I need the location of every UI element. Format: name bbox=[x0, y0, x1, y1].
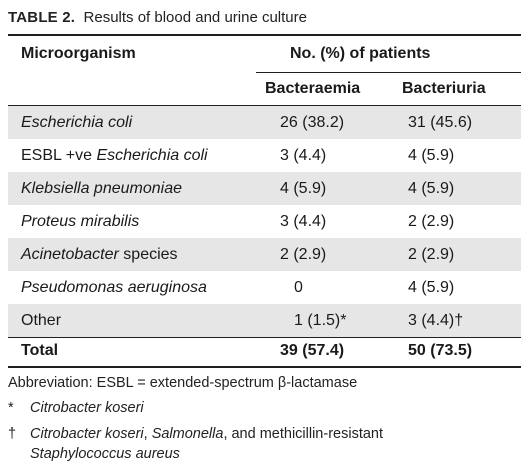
header-rule bbox=[8, 105, 521, 106]
group-rule bbox=[256, 72, 521, 73]
table-row-bacteriuria: 31 (45.6) bbox=[408, 114, 473, 131]
table-row-bacteriuria: 4 (5.9) bbox=[408, 279, 455, 296]
table-row-organism: Pseudomonas aeruginosa bbox=[21, 279, 207, 296]
table-row-bacteraemia: 4 (5.9) bbox=[280, 180, 327, 197]
table-row-organism: Proteus mirabilis bbox=[21, 213, 140, 230]
table-row-bacteraemia: 26 (38.2) bbox=[280, 114, 345, 131]
table-row-organism: Klebsiella pneumoniae bbox=[21, 180, 182, 197]
table-title: Results of blood and urine culture bbox=[83, 9, 307, 26]
table-row-bacteraemia: 0 bbox=[294, 279, 303, 296]
top-rule bbox=[8, 34, 521, 36]
row-shade-7 bbox=[8, 304, 521, 337]
dagger-symbol: † bbox=[8, 426, 17, 442]
total-bacteriuria: 50 (73.5) bbox=[408, 342, 473, 359]
table-row-bacteriuria: 3 (4.4)† bbox=[408, 312, 464, 329]
table-row-organism: Acinetobacter species bbox=[21, 246, 178, 263]
table-row-organism: Other bbox=[21, 312, 62, 329]
dagger-footnote: † Citrobacter koseri, Salmonella, and met… bbox=[8, 426, 384, 442]
table-caption: TABLE 2. Results of blood and urine cult… bbox=[8, 9, 307, 26]
total-label: Total bbox=[21, 342, 59, 359]
header-microorganism: Microorganism bbox=[21, 45, 136, 62]
header-bacteriuria: Bacteriuria bbox=[402, 80, 486, 97]
table-row-bacteraemia: 3 (4.4) bbox=[280, 213, 327, 230]
star-text: Citrobacter koseri bbox=[30, 400, 144, 416]
table-row-organism: Escherichia coli bbox=[21, 114, 133, 131]
table-row-organism: ESBL +ve Escherichia coli bbox=[21, 147, 208, 164]
star-footnote: * Citrobacter koseri bbox=[8, 399, 144, 417]
bottom-rule bbox=[8, 366, 521, 368]
table-row-bacteriuria: 2 (2.9) bbox=[408, 213, 455, 230]
results-table: Microorganism No. (%) of patients Bacter… bbox=[8, 34, 521, 368]
abbreviation-note: Abbreviation: ESBL = extended-spectrum β… bbox=[8, 375, 358, 391]
total-bacteraemia: 39 (57.4) bbox=[280, 342, 345, 359]
table-label: TABLE 2. bbox=[8, 9, 76, 26]
dagger-footnote-line2: Staphylococcus aureus bbox=[30, 446, 180, 462]
total-rule bbox=[8, 337, 521, 338]
header-group: No. (%) of patients bbox=[290, 45, 431, 62]
star-symbol: * bbox=[8, 400, 14, 416]
header-bacteraemia: Bacteraemia bbox=[265, 80, 361, 97]
row-shade-3 bbox=[8, 172, 521, 205]
row-shade-5 bbox=[8, 238, 521, 271]
table-row-bacteraemia: 1 (1.5)* bbox=[294, 312, 347, 329]
row-shade-1 bbox=[8, 106, 521, 139]
table-row-bacteriuria: 4 (5.9) bbox=[408, 147, 455, 164]
table-row-bacteriuria: 2 (2.9) bbox=[408, 246, 455, 263]
table-row-bacteriuria: 4 (5.9) bbox=[408, 180, 455, 197]
table-row-bacteraemia: 3 (4.4) bbox=[280, 147, 327, 164]
table-row-bacteraemia: 2 (2.9) bbox=[280, 246, 327, 263]
